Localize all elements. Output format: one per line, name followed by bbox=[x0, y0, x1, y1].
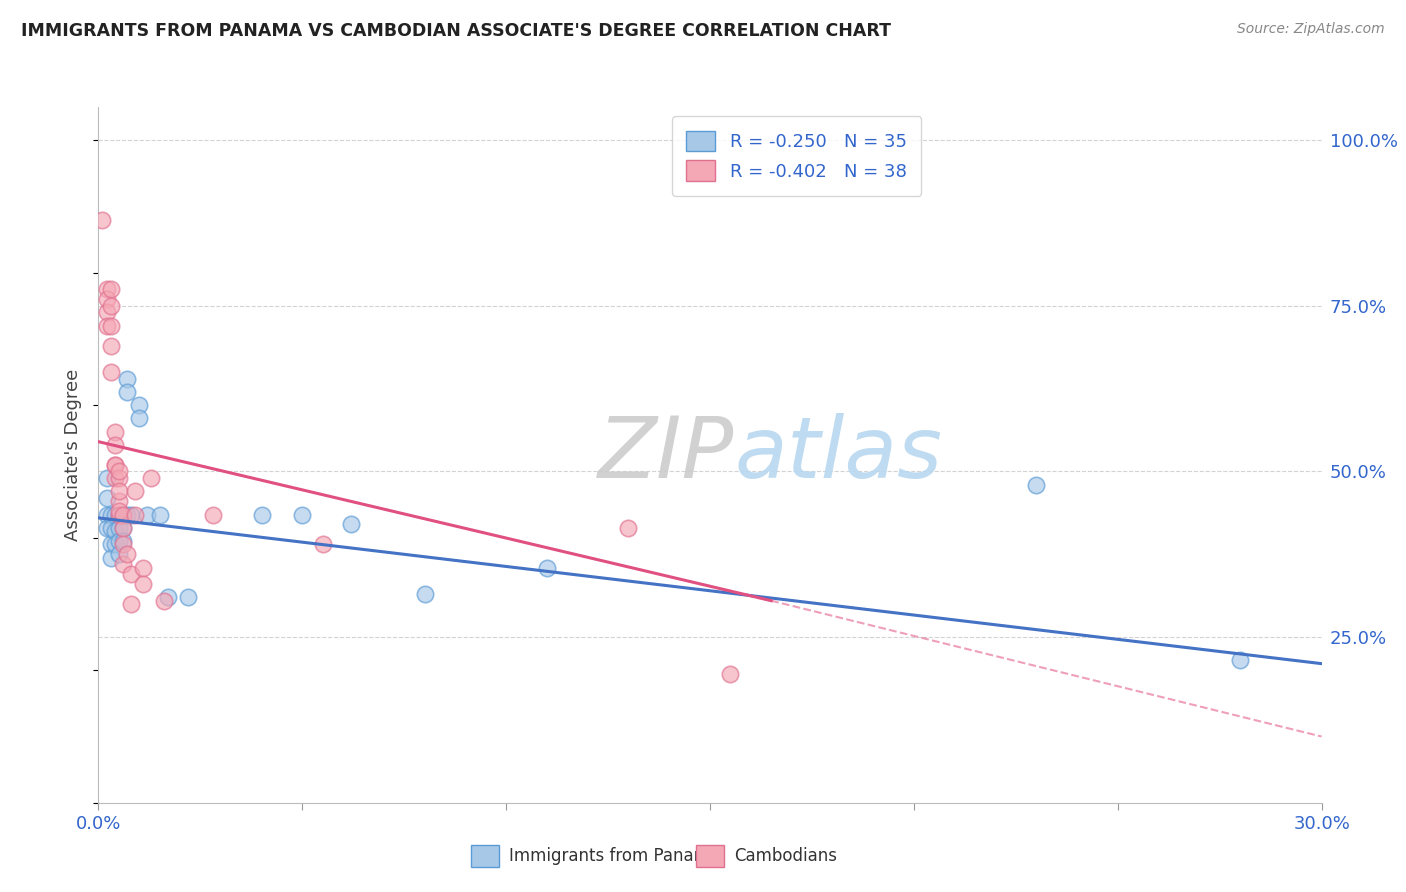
Point bbox=[1229, 653, 1251, 667]
Point bbox=[104, 508, 127, 522]
Point bbox=[100, 282, 122, 296]
Point bbox=[312, 537, 335, 551]
Point bbox=[104, 537, 127, 551]
Point bbox=[100, 508, 122, 522]
Point bbox=[141, 471, 163, 485]
Point bbox=[291, 508, 314, 522]
Point bbox=[100, 521, 122, 535]
Point bbox=[96, 292, 118, 306]
Point bbox=[96, 521, 118, 535]
Y-axis label: Associate's Degree: Associate's Degree bbox=[65, 368, 83, 541]
Point bbox=[108, 465, 131, 479]
Point bbox=[115, 384, 138, 399]
Point bbox=[111, 508, 134, 522]
Text: ZIP: ZIP bbox=[598, 413, 734, 497]
Point bbox=[720, 666, 742, 681]
Point bbox=[136, 508, 159, 522]
Point bbox=[124, 508, 146, 522]
Point bbox=[91, 212, 114, 227]
Point bbox=[120, 597, 142, 611]
Point bbox=[111, 521, 134, 535]
Point bbox=[108, 547, 131, 561]
Point bbox=[111, 521, 134, 535]
Point bbox=[132, 577, 155, 591]
Point bbox=[413, 587, 436, 601]
Point bbox=[96, 471, 118, 485]
Point bbox=[111, 508, 134, 522]
Point bbox=[124, 484, 146, 499]
Point bbox=[128, 398, 150, 412]
Point bbox=[108, 471, 131, 485]
Point bbox=[100, 318, 122, 333]
Point bbox=[108, 504, 131, 518]
Point bbox=[96, 508, 118, 522]
Point bbox=[108, 494, 131, 508]
Point bbox=[104, 458, 127, 472]
Text: Source: ZipAtlas.com: Source: ZipAtlas.com bbox=[1237, 22, 1385, 37]
Point bbox=[120, 567, 142, 582]
Point bbox=[96, 491, 118, 505]
Point bbox=[156, 591, 179, 605]
Point bbox=[115, 547, 138, 561]
Legend: R = -0.250   N = 35, R = -0.402   N = 38: R = -0.250 N = 35, R = -0.402 N = 38 bbox=[672, 116, 921, 195]
Point bbox=[96, 305, 118, 319]
Point bbox=[536, 560, 558, 574]
Point bbox=[149, 508, 172, 522]
Text: Cambodians: Cambodians bbox=[734, 847, 837, 865]
Point bbox=[120, 508, 142, 522]
Point bbox=[115, 372, 138, 386]
Point bbox=[115, 508, 138, 522]
Text: Immigrants from Panama: Immigrants from Panama bbox=[509, 847, 720, 865]
Point bbox=[111, 558, 134, 572]
Point bbox=[340, 517, 363, 532]
Point bbox=[617, 521, 640, 535]
Point bbox=[108, 484, 131, 499]
Point bbox=[100, 338, 122, 352]
Point bbox=[1025, 477, 1047, 491]
Point bbox=[111, 534, 134, 549]
Point bbox=[104, 425, 127, 439]
Point bbox=[108, 508, 131, 522]
Point bbox=[100, 537, 122, 551]
Text: IMMIGRANTS FROM PANAMA VS CAMBODIAN ASSOCIATE'S DEGREE CORRELATION CHART: IMMIGRANTS FROM PANAMA VS CAMBODIAN ASSO… bbox=[21, 22, 891, 40]
Point bbox=[96, 318, 118, 333]
Point bbox=[152, 593, 174, 607]
Point bbox=[100, 299, 122, 313]
Point bbox=[100, 365, 122, 379]
Point bbox=[100, 550, 122, 565]
Point bbox=[250, 508, 273, 522]
Point bbox=[111, 537, 134, 551]
Point bbox=[104, 524, 127, 538]
Text: atlas: atlas bbox=[734, 413, 942, 497]
Point bbox=[201, 508, 224, 522]
Point bbox=[108, 534, 131, 549]
Point bbox=[128, 411, 150, 425]
Point bbox=[96, 282, 118, 296]
Point bbox=[104, 458, 127, 472]
Point bbox=[108, 508, 131, 522]
Point bbox=[104, 471, 127, 485]
Point bbox=[177, 591, 200, 605]
Point bbox=[132, 560, 155, 574]
Point bbox=[104, 438, 127, 452]
Point bbox=[108, 521, 131, 535]
